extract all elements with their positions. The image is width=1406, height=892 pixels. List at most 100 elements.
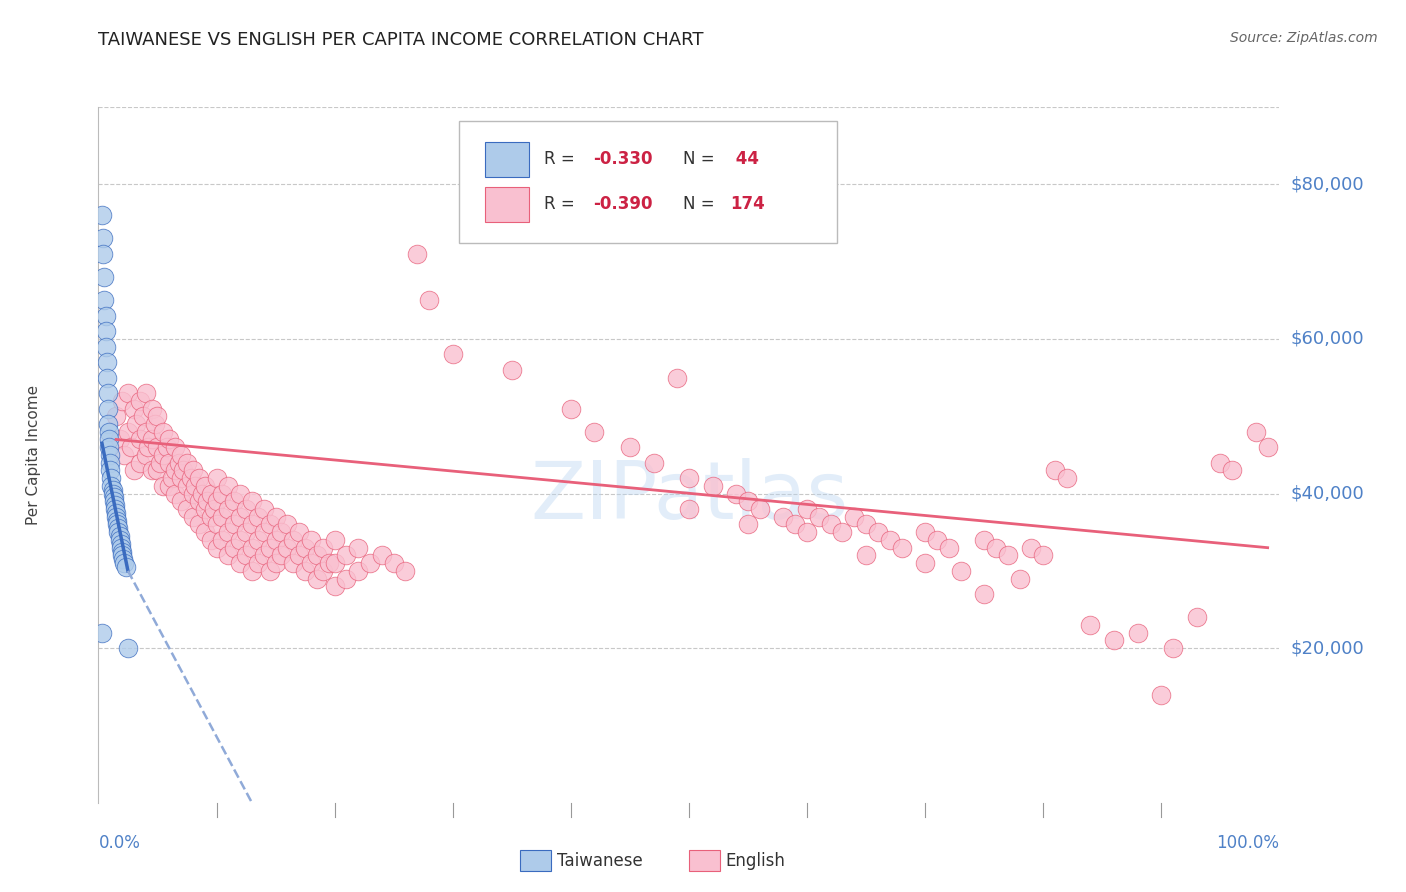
Point (194, 479, 217, 493)
Point (149, 456, 172, 470)
Point (98, 433, 121, 447)
Point (105, 409, 128, 424)
Point (246, 556, 269, 570)
Point (796, 525, 818, 540)
Point (725, 486, 748, 500)
Point (253, 502, 276, 516)
Point (406, 247, 429, 261)
Point (122, 401, 145, 416)
Point (112, 552, 135, 566)
Point (229, 486, 252, 500)
Point (1008, 572, 1031, 586)
Point (831, 525, 853, 540)
Point (91, 231, 114, 245)
Point (235, 525, 257, 540)
Point (997, 549, 1019, 563)
Point (382, 556, 405, 570)
Point (1032, 549, 1054, 563)
Point (176, 456, 198, 470)
Point (103, 494, 125, 508)
Point (104, 502, 127, 516)
Point (103, 491, 125, 505)
Point (91, 625, 114, 640)
Point (737, 494, 759, 508)
Point (1257, 440, 1279, 454)
Text: English: English (725, 852, 786, 870)
Text: Per Capita Income: Per Capita Income (25, 384, 41, 525)
Point (194, 525, 217, 540)
Text: 0.0%: 0.0% (98, 834, 141, 852)
Point (737, 517, 759, 532)
Point (914, 556, 936, 570)
Point (335, 572, 357, 586)
Point (98, 425, 121, 439)
Point (224, 541, 246, 555)
Point (195, 494, 218, 508)
Point (165, 440, 187, 454)
Point (229, 556, 252, 570)
Point (283, 556, 305, 570)
Text: -0.330: -0.330 (593, 150, 652, 169)
Text: TAIWANESE VS ENGLISH PER CAPITA INCOME CORRELATION CHART: TAIWANESE VS ENGLISH PER CAPITA INCOME C… (98, 31, 704, 49)
Point (98, 463, 121, 477)
Point (98, 456, 121, 470)
Point (264, 533, 287, 547)
Point (270, 549, 292, 563)
Point (105, 514, 128, 528)
Point (288, 525, 311, 540)
Point (1043, 463, 1066, 477)
Point (187, 471, 209, 485)
Point (200, 486, 222, 500)
Point (866, 525, 889, 540)
Point (181, 509, 204, 524)
Point (643, 456, 665, 470)
Point (114, 560, 136, 574)
Point (93, 293, 115, 308)
Point (855, 549, 877, 563)
Point (96, 370, 118, 384)
Point (772, 509, 794, 524)
Point (270, 525, 292, 540)
Point (240, 541, 263, 555)
Text: R =: R = (544, 150, 579, 169)
Point (305, 549, 328, 563)
Point (1126, 625, 1149, 640)
Point (146, 409, 169, 424)
Point (141, 401, 163, 416)
Point (259, 564, 281, 578)
Point (98, 448, 121, 462)
Text: 174: 174 (730, 195, 765, 213)
Point (211, 486, 233, 500)
Point (101, 486, 124, 500)
Point (984, 541, 1007, 555)
Point (240, 564, 263, 578)
Point (820, 517, 842, 532)
Point (97, 386, 120, 401)
Point (96, 355, 118, 369)
Point (107, 525, 129, 540)
Point (108, 533, 131, 547)
Point (191, 486, 214, 500)
Point (104, 498, 127, 512)
Point (170, 494, 193, 508)
Point (98, 440, 121, 454)
Point (1080, 618, 1102, 632)
Point (141, 463, 163, 477)
Point (97, 417, 120, 431)
Point (112, 448, 135, 462)
Point (184, 479, 207, 493)
Text: R =: R = (544, 195, 579, 213)
Point (180, 471, 202, 485)
Point (146, 463, 169, 477)
Point (172, 463, 194, 477)
Point (143, 417, 166, 431)
Point (938, 541, 960, 555)
Point (105, 506, 128, 520)
Point (949, 564, 972, 578)
Point (122, 463, 145, 477)
Point (152, 448, 174, 462)
Point (125, 417, 148, 431)
Point (135, 386, 157, 401)
Point (973, 533, 995, 547)
Point (111, 393, 134, 408)
